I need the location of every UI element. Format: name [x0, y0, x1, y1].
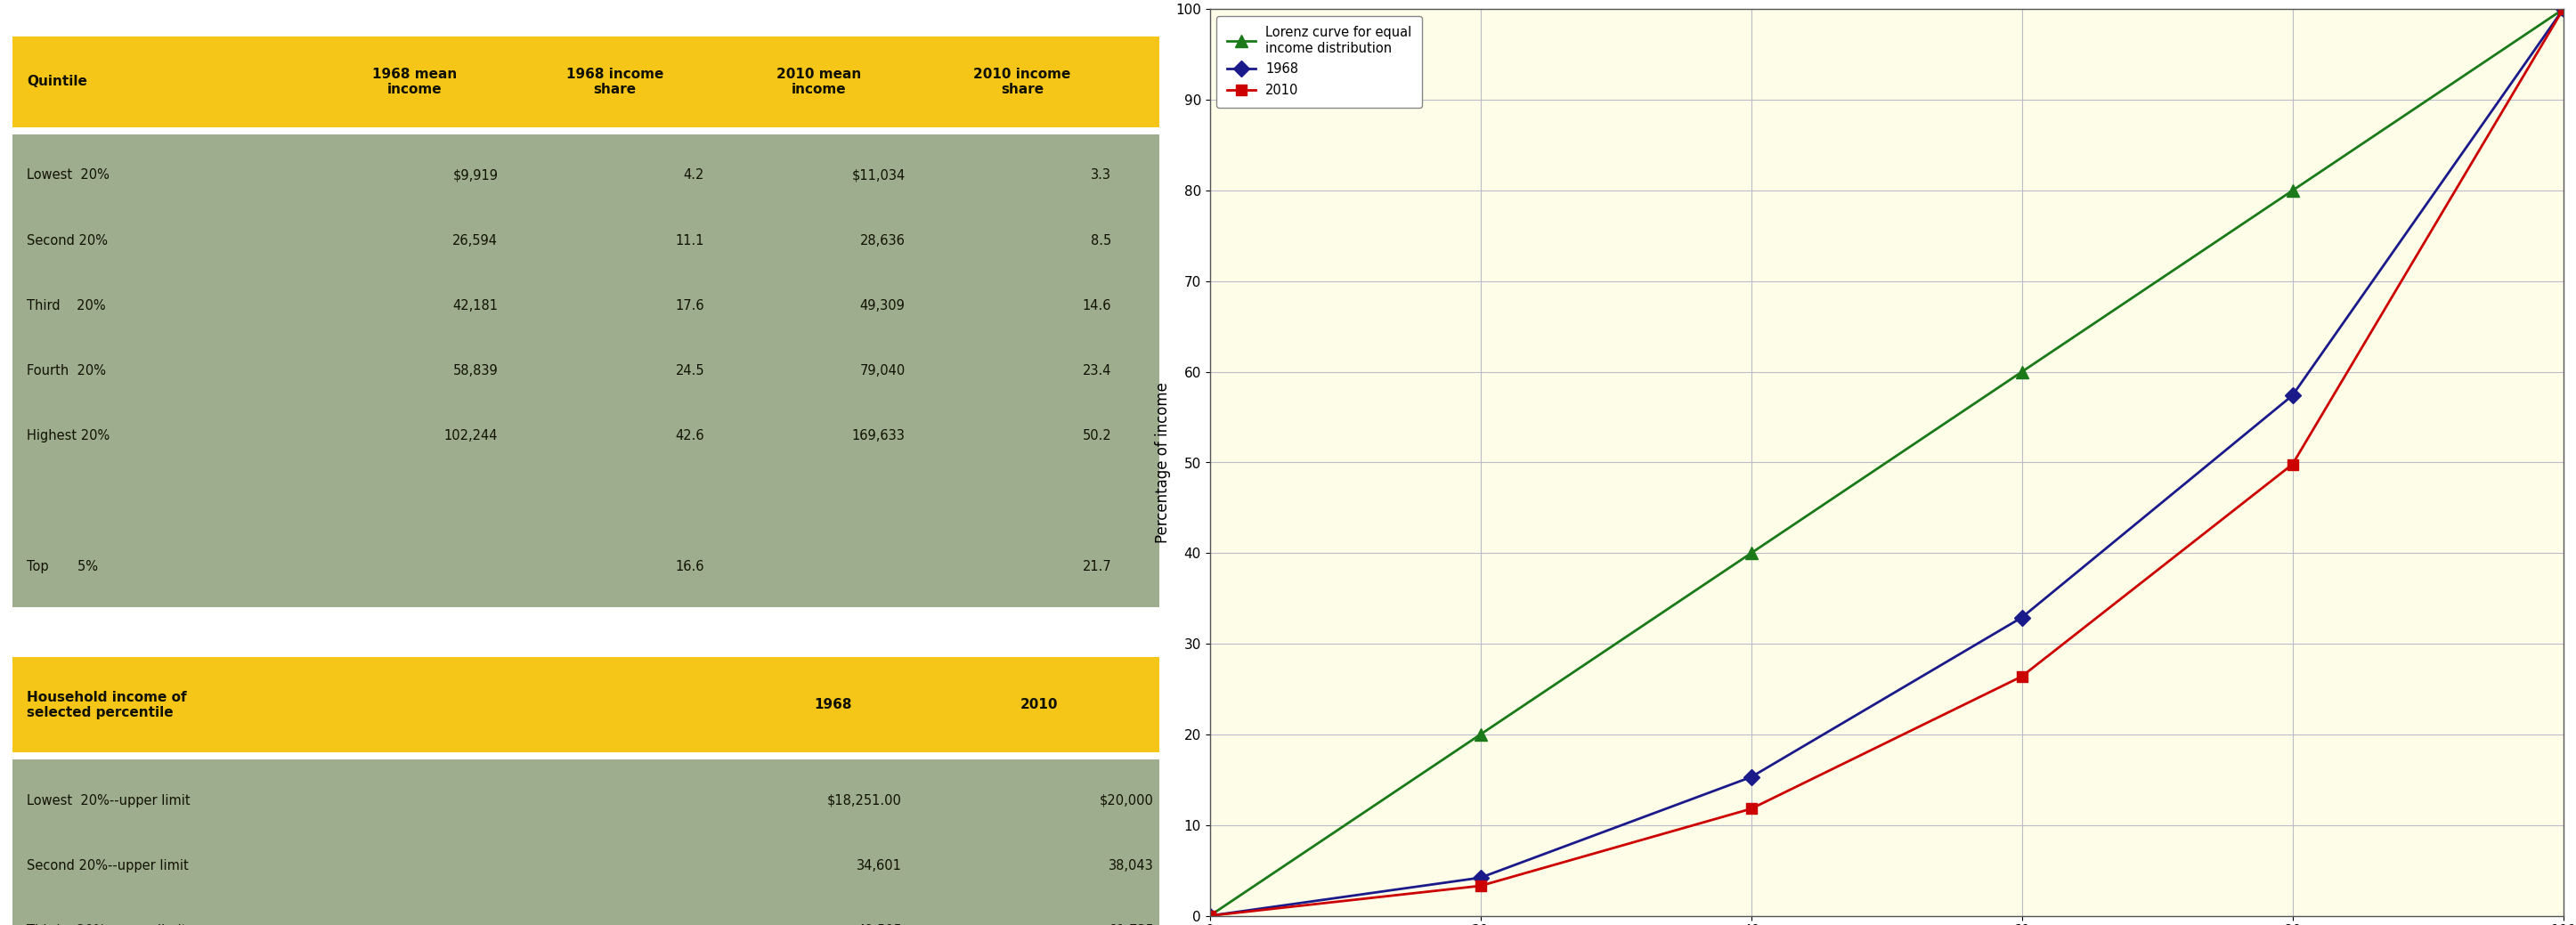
Text: 2010: 2010 [1020, 698, 1059, 711]
FancyBboxPatch shape [13, 134, 1159, 608]
Text: 102,244: 102,244 [443, 429, 497, 443]
Text: $18,251.00: $18,251.00 [827, 794, 902, 808]
Text: 169,633: 169,633 [853, 429, 904, 443]
Text: 23.4: 23.4 [1082, 364, 1113, 377]
Lorenz curve for equal
income distribution [1466, 729, 1497, 740]
2010 [2007, 671, 2038, 682]
FancyBboxPatch shape [13, 759, 1159, 925]
Text: Second 20%--upper limit: Second 20%--upper limit [26, 859, 188, 872]
Lorenz curve for equal
income distribution [1195, 910, 1226, 921]
Text: 1968 mean
income: 1968 mean income [371, 68, 456, 96]
Lorenz curve for equal
income distribution [2007, 366, 2038, 377]
Text: 50.2: 50.2 [1082, 429, 1113, 443]
Text: 1968: 1968 [814, 698, 853, 711]
Line: Lorenz curve for equal
income distribution: Lorenz curve for equal income distributi… [1203, 3, 2568, 922]
Text: 3.3: 3.3 [1092, 168, 1113, 182]
Text: Quintile: Quintile [26, 75, 88, 89]
Text: 4.2: 4.2 [683, 168, 703, 182]
Text: 21.7: 21.7 [1082, 560, 1113, 574]
Text: 34,601: 34,601 [855, 859, 902, 872]
Text: 2010 mean
income: 2010 mean income [775, 68, 860, 96]
Text: 58,839: 58,839 [453, 364, 497, 377]
2010 [1466, 881, 1497, 892]
Text: Lowest  20%: Lowest 20% [26, 168, 108, 182]
Text: Top       5%: Top 5% [26, 560, 98, 574]
Text: 42.6: 42.6 [675, 429, 703, 443]
Text: Lowest  20%--upper limit: Lowest 20%--upper limit [26, 794, 191, 808]
Text: 28,636: 28,636 [860, 234, 904, 247]
Text: 17.6: 17.6 [675, 299, 703, 313]
Legend: Lorenz curve for equal
income distribution, 1968, 2010: Lorenz curve for equal income distributi… [1216, 16, 1422, 107]
Text: 49,309: 49,309 [860, 299, 904, 313]
Line: 1968: 1968 [1203, 4, 2568, 921]
Text: $20,000: $20,000 [1100, 794, 1154, 808]
Text: 16.6: 16.6 [675, 560, 703, 574]
Text: 2010 income
share: 2010 income share [974, 68, 1072, 96]
2010 [2277, 459, 2308, 470]
Text: $9,919: $9,919 [453, 168, 497, 182]
1968 [1466, 872, 1497, 883]
Text: 38,043: 38,043 [1108, 859, 1154, 872]
Text: 79,040: 79,040 [860, 364, 904, 377]
Text: Highest 20%: Highest 20% [26, 429, 111, 443]
Text: 11.1: 11.1 [675, 234, 703, 247]
1968 [2277, 389, 2308, 401]
FancyBboxPatch shape [13, 658, 1159, 753]
Lorenz curve for equal
income distribution [2548, 4, 2576, 15]
Text: 8.5: 8.5 [1090, 234, 1113, 247]
Text: 26,594: 26,594 [453, 234, 497, 247]
1968 [2007, 612, 2038, 623]
FancyBboxPatch shape [13, 36, 1159, 127]
Y-axis label: Percentage of income: Percentage of income [1154, 382, 1170, 543]
Line: 2010: 2010 [1203, 4, 2568, 921]
1968 [2548, 4, 2576, 15]
1968 [1736, 771, 1767, 783]
Lorenz curve for equal
income distribution [2277, 185, 2308, 196]
Lorenz curve for equal
income distribution [1736, 548, 1767, 559]
Text: Fourth  20%: Fourth 20% [26, 364, 106, 377]
Text: Third    20%: Third 20% [26, 299, 106, 313]
Text: 42,181: 42,181 [453, 299, 497, 313]
Text: $11,034: $11,034 [853, 168, 904, 182]
Text: 24.5: 24.5 [675, 364, 703, 377]
1968 [1195, 910, 1226, 921]
2010 [2548, 4, 2576, 15]
Text: Second 20%: Second 20% [26, 234, 108, 247]
2010 [1736, 803, 1767, 814]
2010 [1195, 910, 1226, 921]
Text: 14.6: 14.6 [1082, 299, 1113, 313]
Text: Household income of
selected percentile: Household income of selected percentile [26, 691, 185, 720]
Text: 1968 income
share: 1968 income share [567, 68, 665, 96]
